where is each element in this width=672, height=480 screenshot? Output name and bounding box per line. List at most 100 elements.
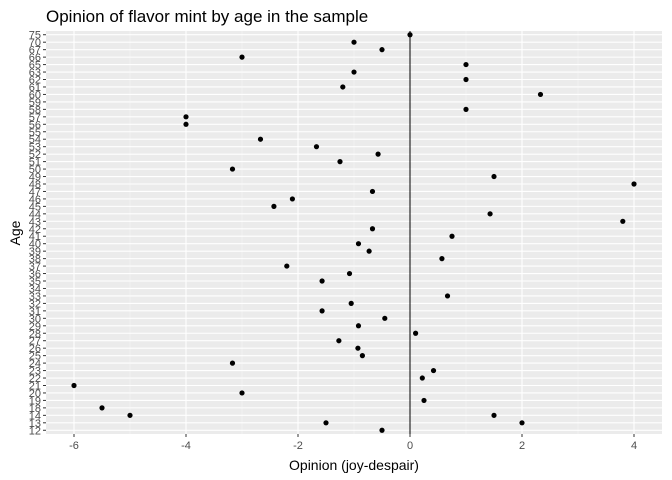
y-tick-label: 54 [29, 134, 41, 146]
y-tick-label: 63 [29, 67, 41, 79]
y-tick-label: 51 [29, 157, 41, 169]
data-point [379, 427, 385, 433]
data-point [346, 270, 353, 277]
data-point [491, 173, 497, 180]
data-point [491, 412, 497, 418]
y-tick-label: 32 [29, 298, 41, 310]
y-tick-label: 49 [29, 172, 41, 184]
data-point [337, 159, 343, 165]
y-tick-label: 61 [29, 82, 41, 94]
y-tick-label: 41 [29, 231, 41, 243]
y-tick-label: 26 [29, 343, 41, 355]
y-tick-label: 24 [29, 358, 41, 370]
y-tick-label: 40 [29, 239, 41, 251]
x-tick-label: -4 [181, 440, 191, 452]
x-axis-ticks: -6 -4 -2 0 2 4 [69, 434, 637, 452]
data-point [537, 91, 544, 98]
data-point [421, 397, 427, 404]
data-point [229, 166, 236, 172]
y-tick-label: 35 [29, 276, 41, 288]
y-tick-label: 23 [29, 366, 41, 378]
data-point [407, 32, 413, 38]
y-tick-label: 45 [29, 201, 41, 213]
y-axis-ticks: 1213141819202122232425262728293031323334… [29, 30, 46, 437]
data-point [419, 375, 425, 381]
y-tick-label: 43 [29, 216, 41, 228]
y-tick-label: 75 [29, 30, 41, 42]
data-point [257, 136, 264, 142]
data-point [449, 233, 455, 239]
data-point [463, 76, 469, 83]
y-tick-label: 62 [29, 75, 41, 87]
x-tick-label: 4 [631, 440, 637, 452]
x-tick-label: -6 [69, 440, 79, 452]
y-tick-label: 47 [29, 186, 41, 198]
chart-title: Opinion of flavor mint by age in the sam… [46, 7, 368, 26]
data-point [430, 367, 437, 374]
data-point [289, 196, 295, 202]
data-point [444, 293, 451, 299]
data-point [183, 114, 189, 120]
y-tick-label: 36 [29, 269, 41, 281]
y-tick-label: 50 [29, 164, 41, 176]
y-tick-label: 19 [29, 395, 41, 407]
data-point [336, 338, 342, 344]
y-tick-label: 29 [29, 321, 41, 333]
y-tick-label: 56 [29, 119, 41, 131]
data-point [340, 84, 346, 90]
y-tick-label: 20 [29, 388, 41, 400]
y-tick-label: 66 [29, 52, 41, 64]
data-point [183, 121, 189, 127]
data-point [239, 390, 245, 396]
y-tick-label: 67 [29, 45, 41, 57]
data-point [413, 330, 419, 336]
y-tick-label: 34 [29, 283, 41, 295]
y-tick-label: 25 [29, 351, 41, 363]
y-tick-label: 58 [29, 104, 41, 116]
data-point [620, 218, 626, 224]
y-tick-label: 33 [29, 291, 41, 303]
data-point [271, 203, 277, 209]
y-tick-label: 22 [29, 373, 41, 385]
y-tick-label: 57 [29, 112, 41, 124]
y-tick-label: 38 [29, 254, 41, 266]
data-point [631, 181, 637, 187]
x-tick-label: 2 [519, 440, 525, 452]
y-tick-label: 44 [29, 209, 41, 221]
y-tick-label: 31 [29, 306, 41, 318]
data-point [351, 39, 357, 45]
data-point [359, 353, 365, 359]
y-tick-label: 46 [29, 194, 41, 206]
y-tick-label: 30 [29, 313, 41, 325]
data-points [71, 32, 637, 433]
data-point [99, 405, 105, 411]
y-tick-label: 48 [29, 179, 41, 191]
data-point [382, 315, 388, 321]
y-axis-title: Age [7, 220, 23, 245]
data-point [487, 211, 493, 217]
data-point [127, 412, 133, 418]
y-tick-label: 65 [29, 60, 41, 72]
data-point [369, 226, 376, 232]
x-axis-title: Opinion (joy-despair) [289, 457, 419, 473]
y-tick-label: 59 [29, 97, 41, 109]
data-point [355, 323, 362, 329]
data-point [229, 360, 236, 366]
data-point [439, 256, 445, 262]
data-point [375, 151, 381, 157]
y-tick-label: 14 [29, 410, 41, 422]
y-tick-label: 60 [29, 89, 41, 101]
y-tick-label: 18 [29, 403, 41, 415]
x-tick-label: 0 [407, 440, 413, 452]
data-point [463, 61, 469, 68]
y-tick-label: 53 [29, 142, 41, 154]
y-tick-label: 37 [29, 261, 41, 273]
y-tick-label: 28 [29, 328, 41, 340]
data-point [351, 69, 357, 75]
y-tick-label: 52 [29, 149, 41, 161]
data-point [463, 106, 469, 112]
data-point [239, 54, 245, 60]
y-tick-label: 39 [29, 246, 41, 258]
y-tick-label: 12 [29, 425, 41, 437]
